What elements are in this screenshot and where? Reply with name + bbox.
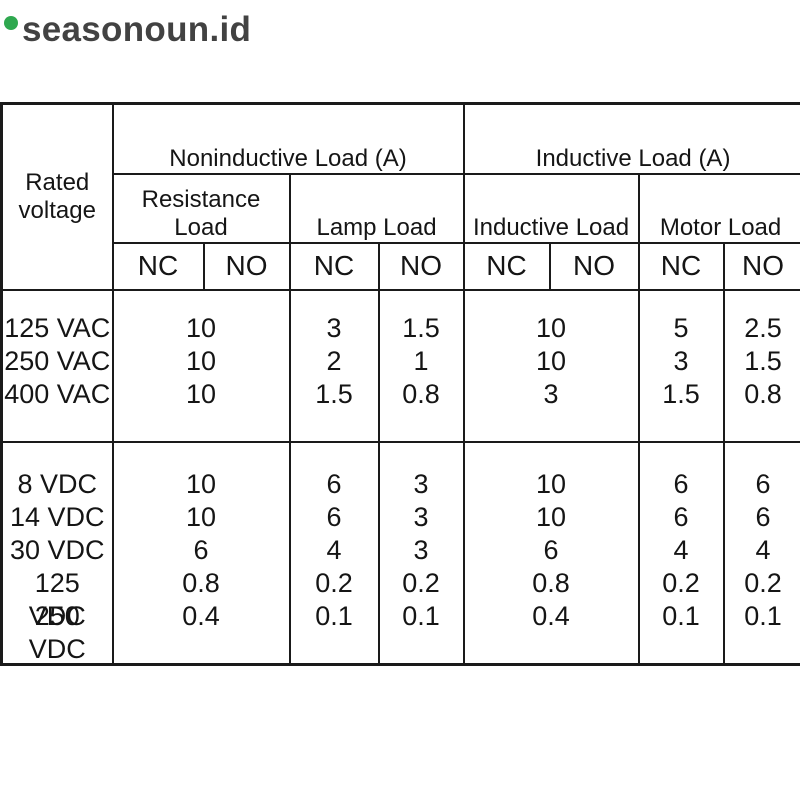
cell-value: 0.8 [402, 378, 440, 409]
header-resistance-no: NO [202, 241, 291, 291]
header-inductive-load: Inductive Load [462, 172, 640, 244]
cell-value: 10 [185, 378, 217, 409]
cell-value: 6 [755, 501, 771, 532]
cell-value: 3 [326, 312, 342, 343]
header-noninductive-load: Noninductive Load (A) [111, 102, 465, 175]
cell-value: 5 [673, 312, 689, 343]
shop-watermark: seasonoun.id [4, 12, 251, 48]
cell-value: 6 [193, 534, 209, 565]
cell-value: 0.2 [744, 567, 782, 598]
cell-value: 6 [673, 501, 689, 532]
ac-resistance-values: 10 10 10 [111, 288, 291, 443]
cell-value: 1.5 [402, 312, 440, 343]
cell-value: 0.8 [532, 567, 570, 598]
cell-value: 0.8 [182, 567, 220, 598]
cell-value: 10 [185, 501, 217, 532]
cell-value: 4 [755, 534, 771, 565]
cell-value: 0.1 [315, 600, 353, 631]
dc-voltage-labels: 8 VDC 14 VDC 30 VDC 125 VDC 250 VDC [0, 440, 114, 666]
cell-value: 0.2 [402, 567, 440, 598]
header-motor-load: Motor Load [637, 172, 800, 244]
header-lamp-load: Lamp Load [288, 172, 465, 244]
cell-value: 10 [185, 312, 217, 343]
row-label: 8 VDC [17, 468, 98, 499]
cell-value: 1 [413, 345, 429, 376]
cell-value: 3 [413, 468, 429, 499]
dc-motor-no-values: 6 6 4 0.2 0.1 [722, 440, 800, 666]
cell-value: 10 [536, 468, 567, 499]
cell-value: 6 [326, 468, 342, 499]
dc-motor-nc-values: 6 6 4 0.2 0.1 [637, 440, 725, 666]
relay-rating-table: Rated voltage Noninductive Load (A) Indu… [0, 102, 800, 666]
cell-value: 6 [755, 468, 771, 499]
cell-value: 0.2 [662, 567, 700, 598]
row-label: 30 VDC [9, 534, 105, 565]
cell-value: 3 [413, 501, 429, 532]
cell-value: 0.1 [402, 600, 440, 631]
ac-motor-nc-values: 5 3 1.5 [637, 288, 725, 443]
cell-value: 4 [326, 534, 342, 565]
cell-value: 0.1 [662, 600, 700, 631]
rated-voltage-line2: voltage [18, 196, 96, 224]
cell-value: 0.1 [744, 600, 782, 631]
header-motor-nc: NC [637, 241, 725, 291]
header-rated-voltage: Rated voltage [0, 102, 114, 291]
ac-motor-no-values: 2.5 1.5 0.8 [722, 288, 800, 443]
dc-lamp-nc-values: 6 6 4 0.2 0.1 [288, 440, 380, 666]
cell-value: 3 [543, 378, 559, 409]
row-label: 14 VDC [9, 501, 105, 532]
cell-value: 10 [185, 345, 217, 376]
dc-inductive-values: 10 10 6 0.8 0.4 [462, 440, 640, 666]
dc-lamp-no-values: 3 3 3 0.2 0.1 [377, 440, 465, 666]
cell-value: 10 [185, 468, 217, 499]
ac-lamp-no-values: 1.5 1 0.8 [377, 288, 465, 443]
cell-value: 0.4 [532, 600, 570, 631]
cell-value: 2.5 [744, 312, 782, 343]
cell-value: 10 [536, 312, 567, 343]
ac-voltage-labels: 125 VAC 250 VAC 400 VAC [0, 288, 114, 443]
table-section-dc: 8 VDC 14 VDC 30 VDC 125 VDC 250 VDC 10 1… [0, 440, 800, 666]
cell-value: 0.4 [182, 600, 220, 631]
row-label: 125 VAC [4, 312, 111, 343]
cell-value: 1.5 [662, 378, 700, 409]
row-label: 125 VDC [28, 567, 86, 631]
cell-value: 10 [536, 501, 567, 532]
cell-value: 1.5 [315, 378, 353, 409]
cell-value: 3 [673, 345, 689, 376]
cell-value: 3 [413, 534, 429, 565]
cell-value: 6 [543, 534, 559, 565]
row-label: 400 VAC [4, 378, 111, 409]
ac-inductive-values: 10 10 3 [462, 288, 640, 443]
header-inductive-no: NO [548, 241, 640, 291]
header-inductive-nc: NC [462, 241, 551, 291]
header-motor-no: NO [722, 241, 800, 291]
header-lamp-nc: NC [288, 241, 380, 291]
ac-lamp-nc-values: 3 2 1.5 [288, 288, 380, 443]
cell-value: 0.2 [315, 567, 353, 598]
cell-value: 2 [326, 345, 342, 376]
header-inductive-load-group: Inductive Load (A) [462, 102, 800, 175]
table-section-ac: 125 VAC 250 VAC 400 VAC 10 10 10 3 2 1.5… [0, 288, 800, 443]
shop-name: seasonoun.id [22, 10, 252, 49]
row-label: 250 VAC [4, 345, 111, 376]
cell-value: 4 [673, 534, 689, 565]
header-lamp-no: NO [377, 241, 465, 291]
green-dot-icon [4, 16, 18, 30]
cell-value: 0.8 [744, 378, 782, 409]
header-resistance-load: Resistance Load [111, 172, 291, 244]
dc-resistance-values: 10 10 6 0.8 0.4 [111, 440, 291, 666]
cell-value: 10 [536, 345, 567, 376]
cell-value: 1.5 [744, 345, 782, 376]
cell-value: 6 [326, 501, 342, 532]
cell-value: 6 [673, 468, 689, 499]
row-label: 250 VDC [28, 600, 86, 664]
rated-voltage-line1: Rated [25, 168, 90, 196]
header-resistance-nc: NC [111, 241, 205, 291]
